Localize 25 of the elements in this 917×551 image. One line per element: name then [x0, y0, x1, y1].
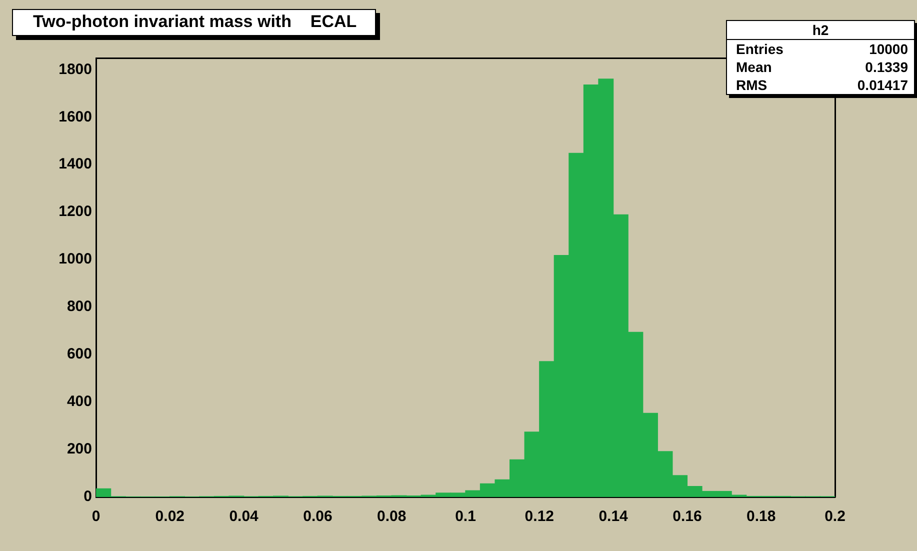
x-tick-label: 0.14 [598, 508, 629, 526]
text: h2 [727, 21, 914, 40]
y-tick-label: 1400 [58, 156, 92, 173]
y-tick-label: 600 [66, 346, 92, 363]
y-tick-label: 1600 [58, 108, 92, 126]
chart-title: Two-photon invariant mass with ECAL [12, 9, 376, 36]
x-tick-label: 0.2 [824, 508, 846, 526]
x-tick-label: 0.1 [455, 508, 476, 526]
y-tick-label: 400 [66, 393, 92, 410]
text: RMS 0.01417 [736, 77, 908, 93]
x-tick-label: 0.06 [303, 508, 332, 526]
x-tick-label: 0.02 [155, 508, 184, 526]
x-tick-label: 0.04 [229, 508, 260, 526]
text: Mean 0.1339 [736, 59, 908, 75]
y-tick-label: 1000 [58, 250, 92, 268]
text: Entries 10000 [736, 41, 908, 57]
y-tick-label: 1800 [58, 60, 92, 78]
y-tick-label: 1200 [58, 203, 92, 220]
x-tick-label: 0.12 [524, 508, 554, 526]
x-tick-label: 0.08 [377, 508, 406, 526]
x-tick-label: 0.16 [672, 508, 702, 526]
y-tick-label: 200 [66, 440, 92, 458]
y-tick-label: 800 [66, 298, 92, 316]
y-tick-label: 0 [84, 488, 92, 506]
x-tick-label: 0.18 [746, 508, 776, 526]
